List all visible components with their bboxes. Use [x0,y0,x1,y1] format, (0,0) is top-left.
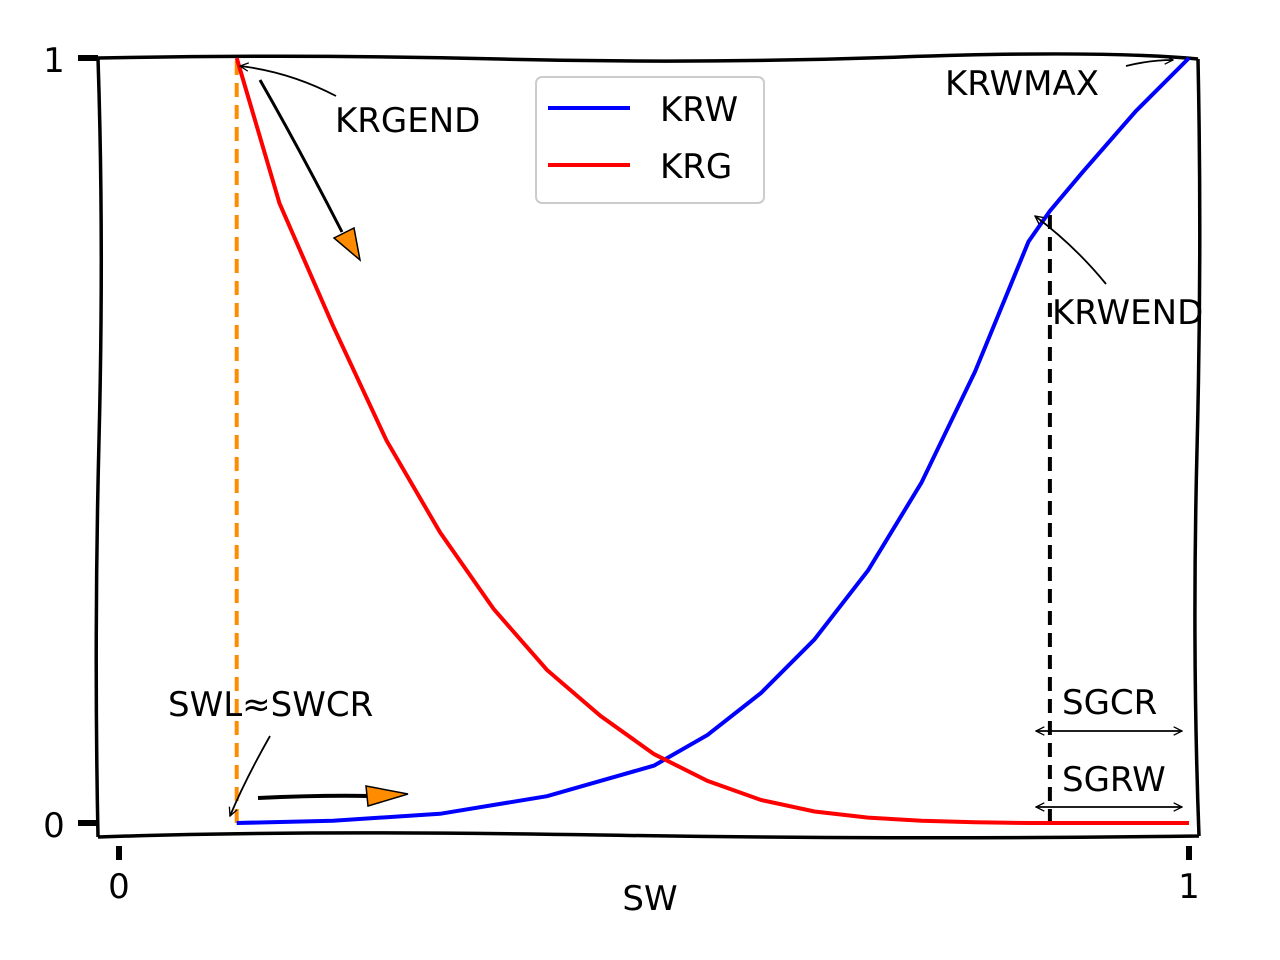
annotation-krgend-pointer [240,66,337,97]
annotation-krwmax: KRWMAX [945,64,1099,104]
y-tick-label-0: 0 [43,806,65,846]
krgend-direction-arrowhead [332,226,362,262]
legend-label-krw: KRW [660,90,738,130]
krg-series-line [234,57,1189,825]
annotation-krwend-pointer [1035,216,1107,285]
annotation-swl-swcr: SWL≈SWCR [168,685,373,725]
legend-label-krg: KRG [660,147,732,187]
legend: KRW KRG [535,76,765,204]
annotation-krwmax-pointer [1125,60,1173,67]
x-tick-label-0: 0 [108,867,130,907]
annotation-sgcr: SGCR [1062,683,1157,723]
x-axis-label: SW [622,879,677,919]
annotation-swl-swcr-pointer [230,735,271,816]
swl-direction-arrowhead [365,785,409,807]
y-tick-label-1: 1 [43,41,65,81]
plot-frame [94,52,1202,840]
krw-series-line [236,56,1191,825]
swl-direction-arrow [257,793,373,800]
krgend-direction-arrow [258,79,344,233]
annotation-krgend: KRGEND [335,101,480,141]
x-tick-label-1: 1 [1178,867,1200,907]
annotation-sgrw: SGRW [1062,760,1166,800]
annotation-krwend: KRWEND [1052,293,1203,333]
